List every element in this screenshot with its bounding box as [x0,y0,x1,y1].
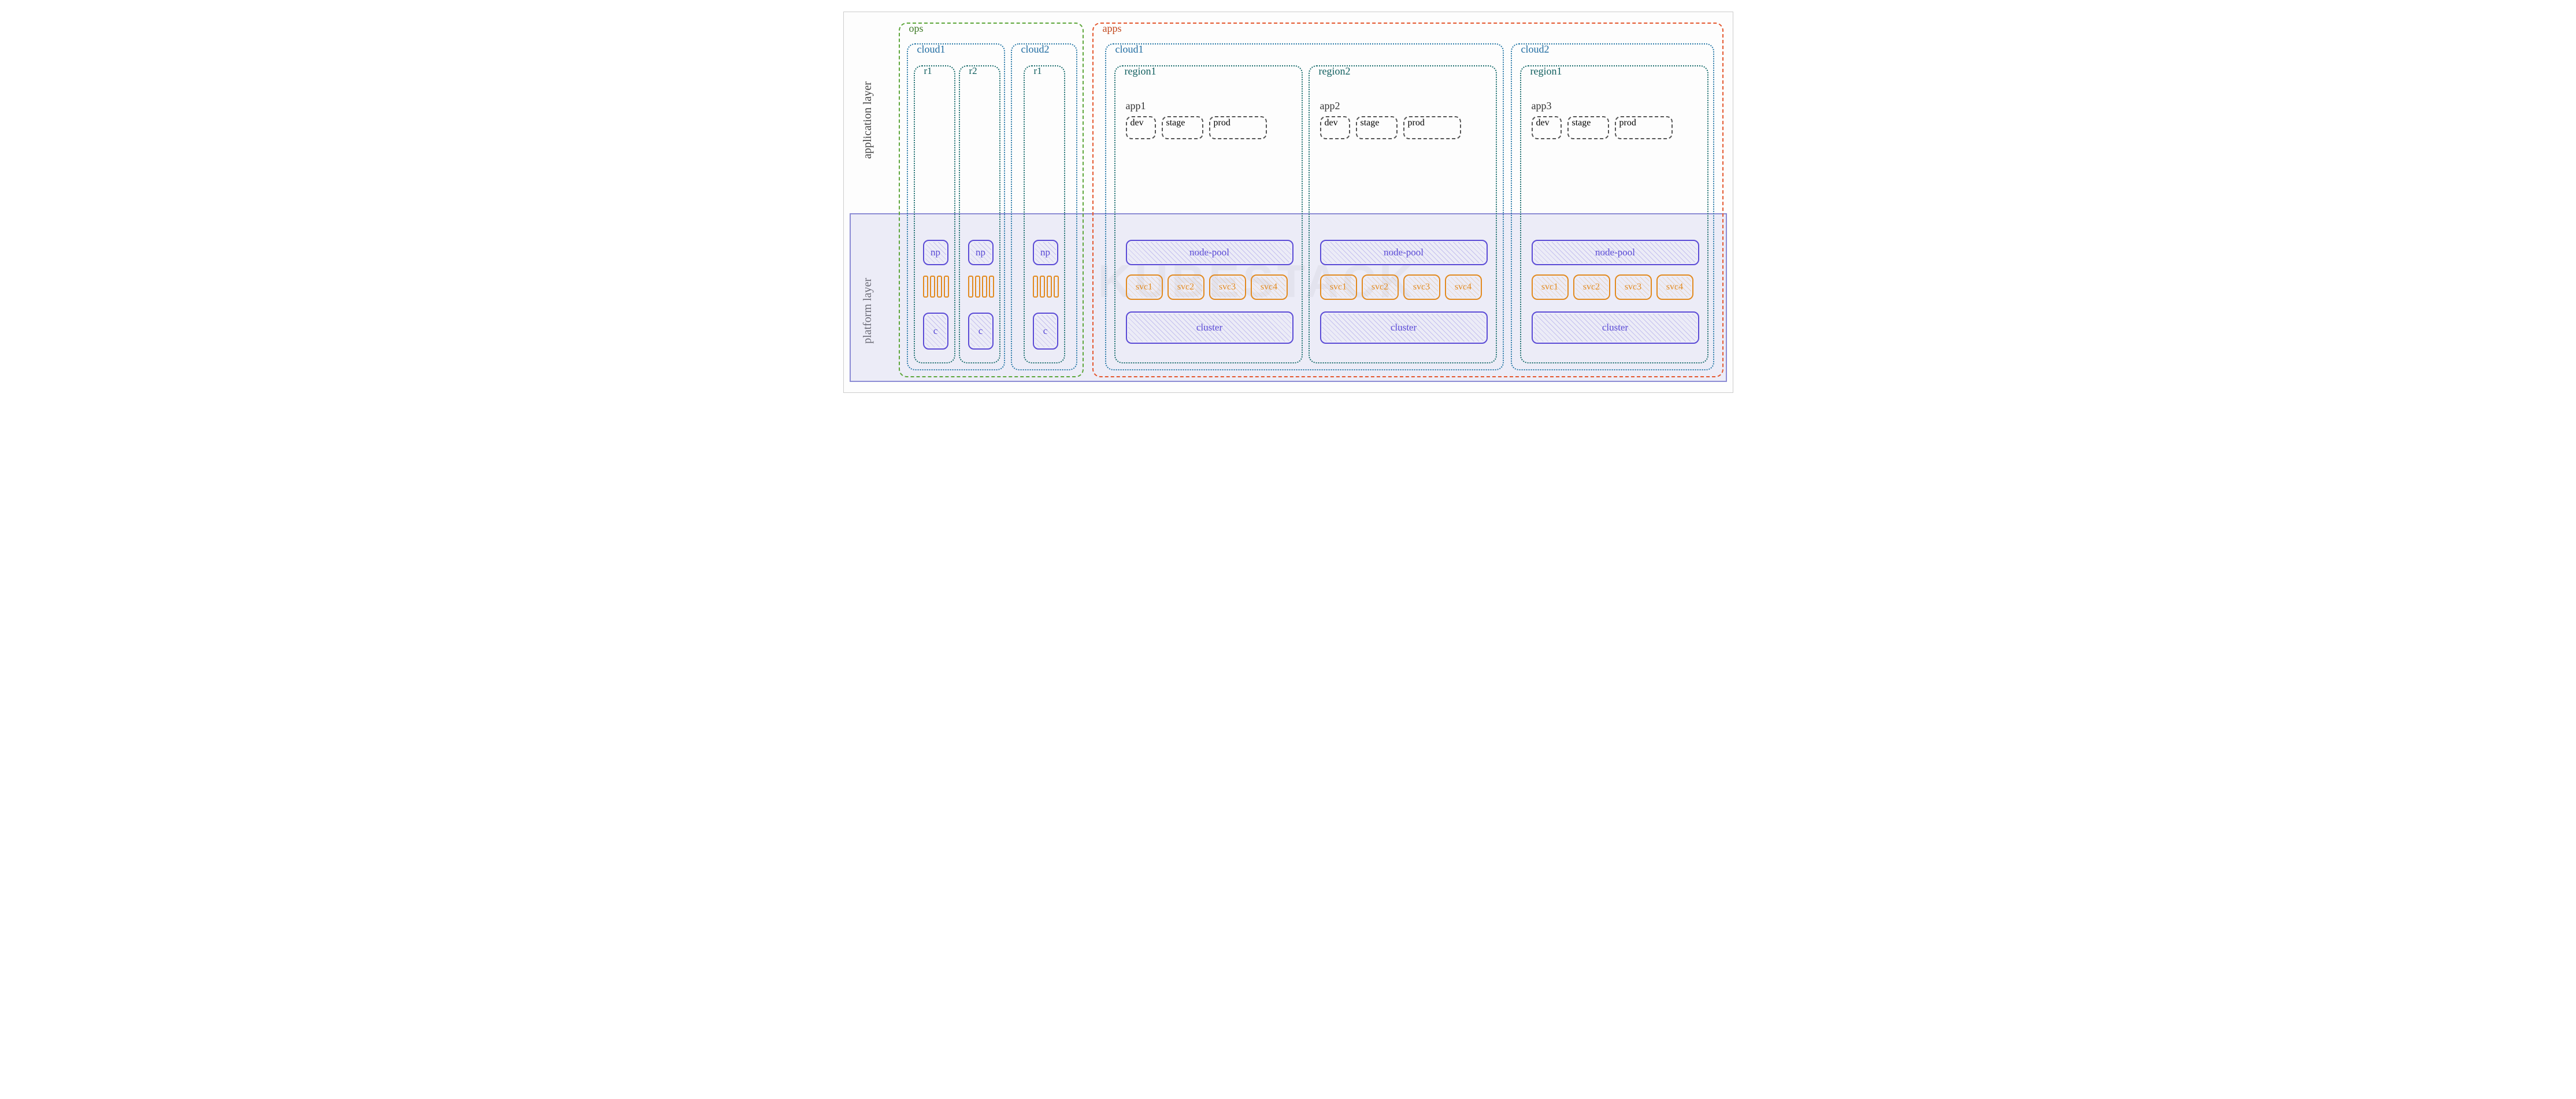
region1-cluster: cluster [1126,311,1293,344]
ops-r2-svcs [968,276,994,298]
apps-region1-label: region1 [1122,65,1159,77]
apps-cloud1: cloud1 region1 app1 dev stage prod node-… [1105,43,1504,370]
app2-envs: dev stage prod [1320,116,1461,139]
env-prod: prod [1403,116,1461,139]
svc4: svc4 [1251,274,1288,300]
ops-cloud1-r1-label: r1 [922,65,935,77]
app2-label: app2 [1320,100,1340,112]
apps-cloud2-label: cloud2 [1519,43,1552,55]
ops-r2-np: np [968,240,994,265]
app3-label: app3 [1532,100,1552,112]
ops-cloud2-label: cloud2 [1019,43,1052,55]
svc1: svc1 [1320,274,1357,300]
env-stage: stage [1567,116,1609,139]
svc4: svc4 [1656,274,1693,300]
svc3: svc3 [1403,274,1440,300]
application-layer-label: application layer [861,81,874,159]
apps-cloud2: cloud2 region1 app3 dev stage prod node-… [1511,43,1714,370]
ops-cloud2-r1: r1 np c [1024,65,1065,363]
c2-region1-svcs: svc1 svc2 svc3 svc4 [1532,274,1693,300]
ops-group: ops cloud1 r1 np c [899,23,1084,377]
ops-cloud2-r1-label: r1 [1032,65,1044,77]
svc2: svc2 [1573,274,1610,300]
region1-svcs: svc1 svc2 svc3 svc4 [1126,274,1288,300]
apps-region2: region2 app2 dev stage prod node-pool sv… [1309,65,1497,363]
svc3: svc3 [1209,274,1246,300]
svc1: svc1 [1126,274,1163,300]
apps-cloud1-label: cloud1 [1113,43,1146,55]
svc4: svc4 [1445,274,1482,300]
ops-r2-cluster: c [968,313,994,350]
apps-group: apps cloud1 region1 app1 dev stage prod … [1092,23,1723,377]
env-dev: dev [1320,116,1350,139]
ops-cloud1-r2-label: r2 [967,65,980,77]
region1-nodepool: node-pool [1126,240,1293,265]
ops-cloud2: cloud2 r1 np c [1011,43,1077,370]
ops-r1-svcs [923,276,949,298]
app1-label: app1 [1126,100,1146,112]
env-stage: stage [1162,116,1203,139]
ops-c2-r1-cluster: c [1033,313,1058,350]
apps-label: apps [1100,23,1124,35]
ops-r1-cluster: c [923,313,948,350]
env-prod: prod [1209,116,1267,139]
ops-label: ops [907,23,926,35]
svc2: svc2 [1362,274,1399,300]
ops-cloud1-label: cloud1 [915,43,948,55]
env-prod: prod [1615,116,1673,139]
apps-region2-label: region2 [1317,65,1353,77]
svc3: svc3 [1615,274,1652,300]
app3-envs: dev stage prod [1532,116,1673,139]
env-dev: dev [1126,116,1156,139]
c2-region1-cluster: cluster [1532,311,1699,344]
apps-c2-region1-label: region1 [1528,65,1565,77]
env-stage: stage [1356,116,1398,139]
ops-c2-r1-np: np [1033,240,1058,265]
apps-region1: region1 app1 dev stage prod node-pool sv… [1114,65,1303,363]
app1-envs: dev stage prod [1126,116,1267,139]
svc2: svc2 [1167,274,1204,300]
ops-cloud1: cloud1 r1 np c r2 [907,43,1005,370]
ops-r1-np: np [923,240,948,265]
region2-svcs: svc1 svc2 svc3 svc4 [1320,274,1482,300]
apps-c2-region1: region1 app3 dev stage prod node-pool sv… [1520,65,1708,363]
ops-cloud1-r2: r2 np c [959,65,1000,363]
region2-nodepool: node-pool [1320,240,1488,265]
ops-c2-r1-svcs [1033,276,1059,298]
svc1: svc1 [1532,274,1569,300]
ops-cloud1-r1: r1 np c [914,65,955,363]
region2-cluster: cluster [1320,311,1488,344]
diagram-canvas: KUBESTACK application layer platform lay… [843,12,1733,393]
env-dev: dev [1532,116,1562,139]
c2-region1-nodepool: node-pool [1532,240,1699,265]
